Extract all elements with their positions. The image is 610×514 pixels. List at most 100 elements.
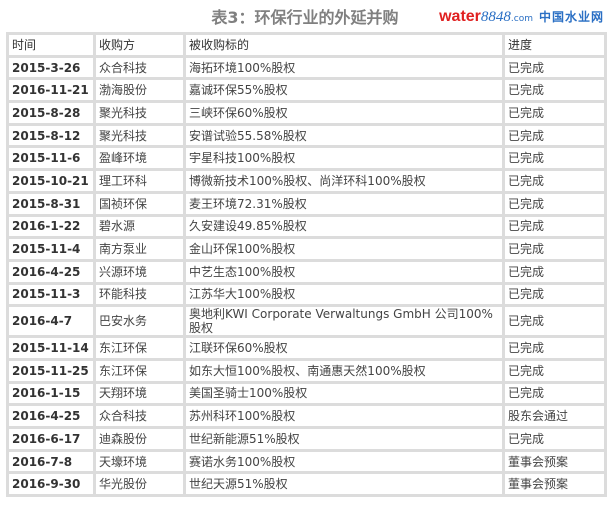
- acquirer-cell: 环能科技: [96, 284, 183, 305]
- acquirer-cell: 众合科技: [96, 406, 183, 426]
- status-cell: 已完成: [505, 360, 604, 381]
- acquirer-cell: 东江环保: [96, 338, 183, 358]
- table-row: 2015-8-28 聚光科技 三峡环保60%股权 已完成: [9, 103, 604, 123]
- target-cell: 安谱试验55.58%股权: [186, 125, 502, 146]
- table-row: 2015-11-3 环能科技 江苏华大100%股权 已完成: [9, 284, 604, 305]
- acquirer-cell: 天壕环境: [96, 451, 183, 472]
- date-cell: 2016-9-30: [9, 474, 93, 495]
- target-cell: 赛诺水务100%股权: [186, 451, 502, 472]
- table-row: 2015-8-12 聚光科技 安谱试验55.58%股权 已完成: [9, 125, 604, 146]
- status-cell: 已完成: [505, 125, 604, 146]
- status-cell: 已完成: [505, 57, 604, 78]
- date-cell: 2016-7-8: [9, 451, 93, 472]
- target-cell: 江联环保60%股权: [186, 338, 502, 358]
- target-cell: 博微新技术100%股权、尚洋环科100%股权: [186, 171, 502, 191]
- acquisitions-table: 时间 收购方 被收购标的 进度 2015-3-26 众合科技 海拓环境100%股权 已完成 20…: [6, 32, 607, 498]
- status-cell: 已完成: [505, 239, 604, 259]
- acquirer-cell: 巴安水务: [96, 307, 183, 336]
- status-cell: 已完成: [505, 80, 604, 101]
- target-cell: 久安建设49.85%股权: [186, 216, 502, 237]
- table-row: 2015-3-26 众合科技 海拓环境100%股权 已完成: [9, 57, 604, 78]
- status-cell: 已完成: [505, 103, 604, 123]
- acquirer-cell: 聚光科技: [96, 103, 183, 123]
- status-cell: 已完成: [505, 284, 604, 305]
- table-row: 2015-11-4 南方泵业 金山环保100%股权 已完成: [9, 239, 604, 259]
- acquirer-cell: 聚光科技: [96, 125, 183, 146]
- acquirer-cell: 天翔环境: [96, 383, 183, 404]
- target-cell: 嘉诚环保55%股权: [186, 80, 502, 101]
- acquirer-cell: 众合科技: [96, 57, 183, 78]
- table-row: 2015-10-21 理工环科 博微新技术100%股权、尚洋环科100%股权 已完成: [9, 171, 604, 191]
- target-cell: 世纪天源51%股权: [186, 474, 502, 495]
- target-cell: 金山环保100%股权: [186, 239, 502, 259]
- target-cell: 麦王环境72.31%股权: [186, 193, 502, 214]
- table-row: 2015-8-31 国祯环保 麦王环境72.31%股权 已完成: [9, 193, 604, 214]
- date-cell: 2015-10-21: [9, 171, 93, 191]
- target-cell: 奥地利KWI Corporate Verwaltungs GmbH 公司100%…: [186, 307, 502, 336]
- table-row: 2015-11-14 东江环保 江联环保60%股权 已完成: [9, 338, 604, 358]
- target-cell: 海拓环境100%股权: [186, 57, 502, 78]
- date-cell: 2015-11-6: [9, 148, 93, 169]
- table-row: 2016-1-22 碧水源 久安建设49.85%股权 已完成: [9, 216, 604, 237]
- table-row: 2016-7-8 天壕环境 赛诺水务100%股权 董事会预案: [9, 451, 604, 472]
- date-cell: 2016-4-25: [9, 261, 93, 282]
- acquirer-cell: 收购方: [96, 35, 183, 55]
- table-row: 2016-4-25 兴源环境 中艺生态100%股权 已完成: [9, 261, 604, 282]
- status-cell: 董事会预案: [505, 451, 604, 472]
- acquirer-cell: 盈峰环境: [96, 148, 183, 169]
- acquirer-cell: 东江环保: [96, 360, 183, 381]
- target-cell: 苏州科环100%股权: [186, 406, 502, 426]
- status-cell: 董事会预案: [505, 474, 604, 495]
- acquirer-cell: 碧水源: [96, 216, 183, 237]
- date-cell: 2016-4-25: [9, 406, 93, 426]
- date-cell: 2015-11-3: [9, 284, 93, 305]
- acquirer-cell: 渤海股份: [96, 80, 183, 101]
- target-cell: 三峡环保60%股权: [186, 103, 502, 123]
- acquirer-cell: 兴源环境: [96, 261, 183, 282]
- header-row: 时间 收购方 被收购标的 进度: [9, 35, 604, 55]
- table-title: 表3：环保行业的外延并购: [211, 8, 399, 27]
- date-cell: 2015-8-12: [9, 125, 93, 146]
- date-cell: 2015-11-14: [9, 338, 93, 358]
- target-cell: 中艺生态100%股权: [186, 261, 502, 282]
- date-cell: 2015-8-31: [9, 193, 93, 214]
- status-cell: 已完成: [505, 216, 604, 237]
- date-cell: 2016-11-21: [9, 80, 93, 101]
- date-cell: 2015-11-4: [9, 239, 93, 259]
- target-cell: 被收购标的: [186, 35, 502, 55]
- status-cell: 已完成: [505, 338, 604, 358]
- target-cell: 江苏华大100%股权: [186, 284, 502, 305]
- status-cell: 已完成: [505, 193, 604, 214]
- table-row: 2016-1-15 天翔环境 美国圣骑士100%股权 已完成: [9, 383, 604, 404]
- target-cell: 世纪新能源51%股权: [186, 429, 502, 449]
- status-cell: 已完成: [505, 307, 604, 336]
- status-cell: 已完成: [505, 383, 604, 404]
- status-cell: 股东会通过: [505, 406, 604, 426]
- target-cell: 宇星科技100%股权: [186, 148, 502, 169]
- acquirer-cell: 南方泵业: [96, 239, 183, 259]
- table-row: 2016-9-30 华光股份 世纪天源51%股权 董事会预案: [9, 474, 604, 495]
- table-row: 2016-4-7 巴安水务 奥地利KWI Corporate Verwaltungs…: [9, 307, 604, 336]
- acquirer-cell: 国祯环保: [96, 193, 183, 214]
- acquirer-cell: 华光股份: [96, 474, 183, 495]
- date-cell: 2016-1-22: [9, 216, 93, 237]
- acquirer-cell: 迪森股份: [96, 429, 183, 449]
- date-cell: 2015-11-25: [9, 360, 93, 381]
- status-cell: 进度: [505, 35, 604, 55]
- date-cell: 2015-3-26: [9, 57, 93, 78]
- table-row: 2016-6-17 迪森股份 世纪新能源51%股权 已完成: [9, 429, 604, 449]
- status-cell: 已完成: [505, 429, 604, 449]
- acquirer-cell: 理工环科: [96, 171, 183, 191]
- status-cell: 已完成: [505, 148, 604, 169]
- table-row: 2016-4-25 众合科技 苏州科环100%股权 股东会通过: [9, 406, 604, 426]
- date-cell: 时间: [9, 35, 93, 55]
- date-cell: 2016-6-17: [9, 429, 93, 449]
- status-cell: 已完成: [505, 261, 604, 282]
- status-cell: 已完成: [505, 171, 604, 191]
- table-row: 2015-11-25 东江环保 如东大恒100%股权、南通惠天然100%股权 已完成: [9, 360, 604, 381]
- table-row: 2015-11-6 盈峰环境 宇星科技100%股权 已完成: [9, 148, 604, 169]
- target-cell: 美国圣骑士100%股权: [186, 383, 502, 404]
- date-cell: 2016-1-15: [9, 383, 93, 404]
- target-cell: 如东大恒100%股权、南通惠天然100%股权: [186, 360, 502, 381]
- date-cell: 2015-8-28: [9, 103, 93, 123]
